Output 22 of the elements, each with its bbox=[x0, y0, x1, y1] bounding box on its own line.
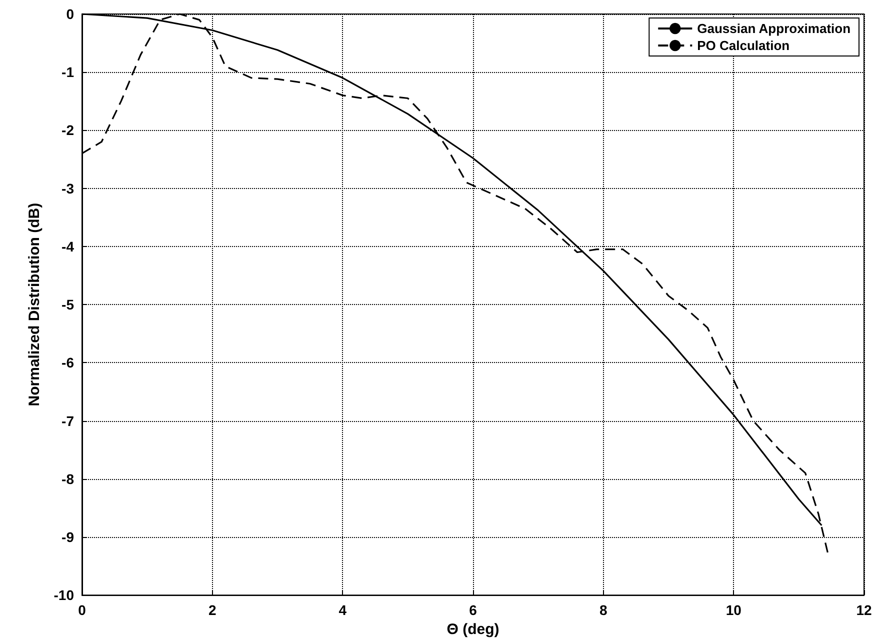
y-tick-label: -10 bbox=[54, 587, 74, 604]
x-tick-label: 12 bbox=[856, 602, 872, 618]
x-tick-label: 0 bbox=[78, 602, 86, 618]
legend-label: Gaussian Approximation bbox=[697, 21, 851, 36]
y-tick-label: -2 bbox=[62, 122, 74, 138]
y-tick-label: -4 bbox=[62, 238, 74, 254]
legend-label: PO Calculation bbox=[697, 38, 790, 53]
x-tick-label: 10 bbox=[726, 602, 742, 618]
x-tick-label: 8 bbox=[599, 602, 608, 618]
x-tick-label: 6 bbox=[469, 602, 478, 618]
x-tick-label: 4 bbox=[338, 602, 347, 618]
y-tick-label: -9 bbox=[62, 528, 74, 545]
y-tick-label: -1 bbox=[62, 64, 74, 80]
x-tick-label: 2 bbox=[208, 602, 216, 618]
y-tick-label: -3 bbox=[62, 180, 74, 196]
y-tick-label: 0 bbox=[66, 6, 74, 22]
y-tick-label: -7 bbox=[62, 412, 74, 429]
y-tick-label: -5 bbox=[62, 296, 74, 313]
y-tick-label: -6 bbox=[62, 354, 74, 371]
x-axis-title: Θ (deg) bbox=[446, 621, 500, 638]
y-axis-title: Normalized Distribution (dB) bbox=[26, 202, 43, 406]
y-tick-label: -8 bbox=[62, 470, 74, 487]
